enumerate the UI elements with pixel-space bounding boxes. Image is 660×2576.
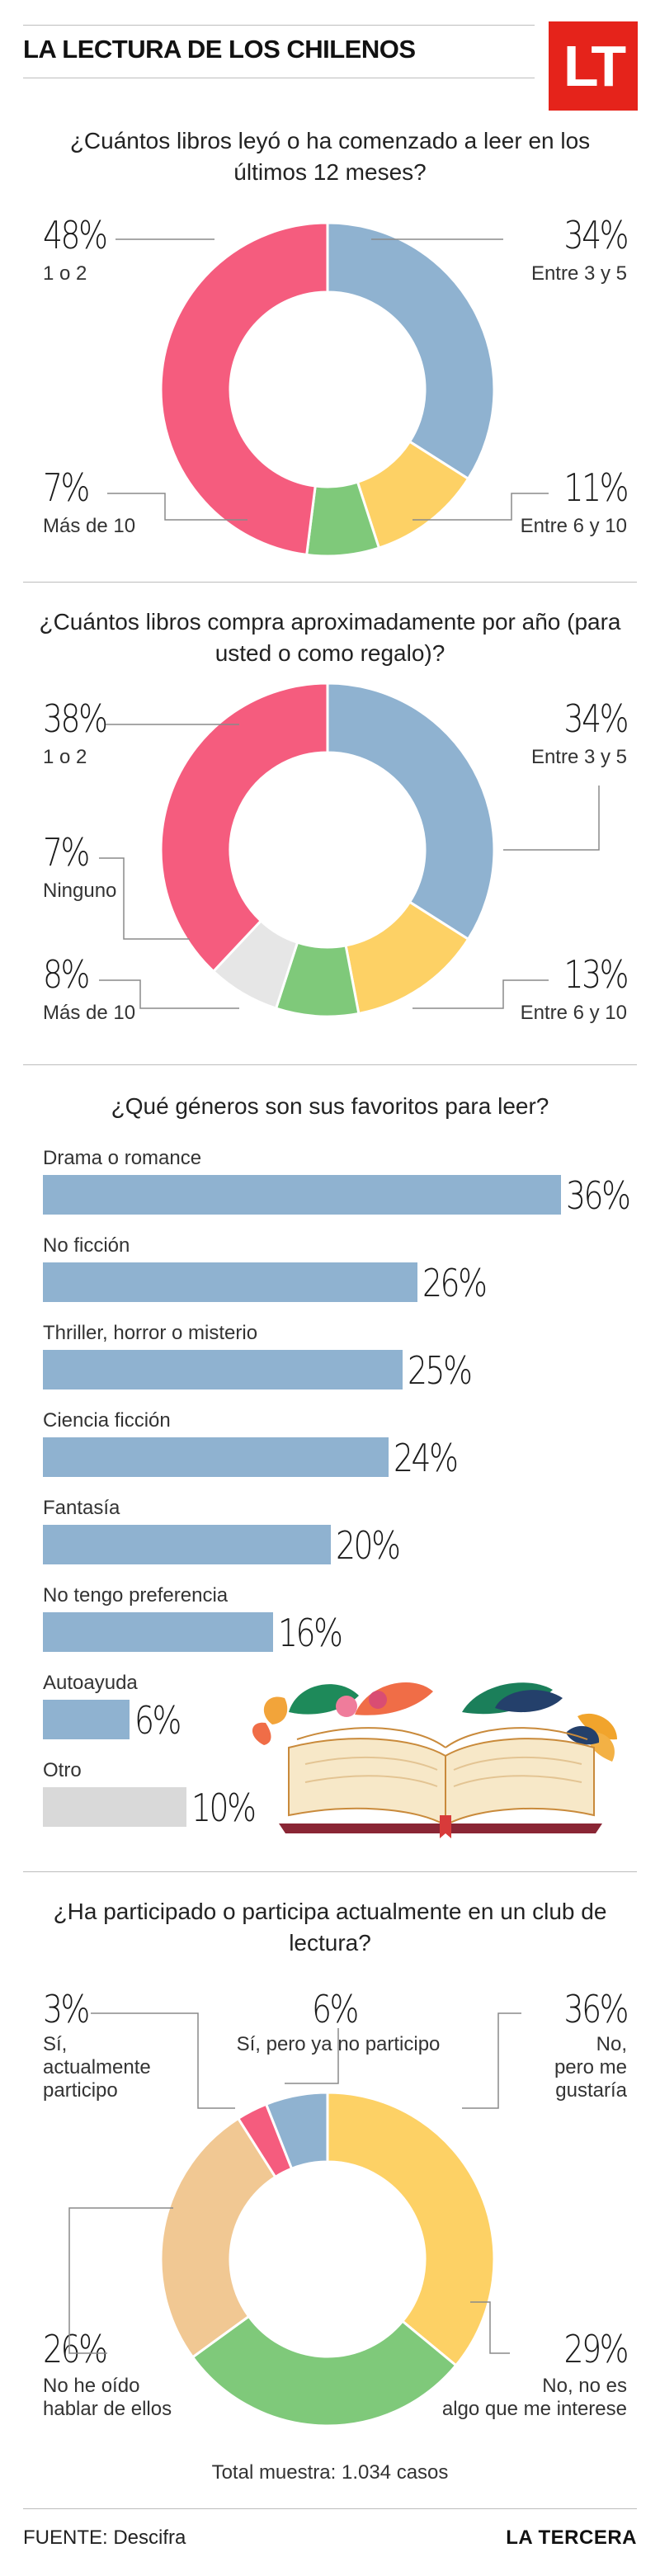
bar-value-label: 16% (278, 1611, 343, 1655)
chart1-label-3a5: Entre 3 y 5 (530, 262, 627, 285)
chart2-label-ninguno: Ninguno (43, 880, 117, 902)
bar-category-label: Fantasía (43, 1497, 120, 1519)
bar-category-label: Autoayuda (43, 1672, 138, 1694)
leader-line (99, 857, 190, 940)
leader-line (470, 2301, 510, 2354)
chart2-pct-6a10: 13% (563, 952, 629, 997)
leader-line (107, 493, 248, 521)
chart1-pct-3a5: 34% (563, 213, 629, 257)
bar-category-label: No tengo preferencia (43, 1584, 229, 1606)
chart2-question: ¿Cuántos libros compra aproximadamente p… (39, 609, 621, 666)
chart2-label-6a10: Entre 6 y 10 (520, 1002, 627, 1024)
bar (43, 1262, 417, 1302)
chart1-pct-1o2: 48% (43, 213, 108, 257)
page-title: LA LECTURA DE LOS CHILENOS (23, 35, 416, 64)
donut-slice-3 (159, 221, 329, 557)
donut-slice-0 (326, 2091, 496, 2367)
chart2-pct-mas10: 8% (43, 952, 90, 997)
chart4-pct-yano: 6% (312, 1987, 359, 2031)
leader-line (68, 2207, 173, 2354)
leader-line (412, 493, 549, 521)
chart1-question: ¿Cuántos libros leyó o ha comenzado a le… (69, 128, 591, 185)
leader-line (503, 786, 600, 851)
bar-value-label: 25% (408, 1348, 473, 1393)
bar-category-label: No ficción (43, 1234, 130, 1257)
bar (43, 1787, 186, 1827)
chart2-pct-3a5: 34% (563, 696, 629, 741)
chart2-label-3a5: Entre 3 y 5 (530, 746, 627, 768)
leader-line (462, 2012, 521, 2109)
chart4-label-actualmente: Sí, actualmente participo (43, 2033, 151, 2102)
section-divider-1 (23, 582, 637, 583)
chart4-pct-actualmente: 3% (43, 1987, 90, 2031)
chart2-label-1o2: 1 o 2 (43, 746, 87, 768)
chart4-label-megustaria: No, pero me gustaría (554, 2033, 627, 2102)
bar-value-label: 6% (134, 1698, 182, 1743)
chart2-pct-ninguno: 7% (43, 830, 90, 875)
chart4-label-nohe: No he oído hablar de ellos (43, 2375, 172, 2420)
bar-value-label: 20% (336, 1523, 401, 1568)
chart1-label-mas10: Más de 10 (43, 515, 136, 537)
source-note: FUENTE: Descifra (23, 2526, 186, 2549)
chart1-label-1o2: 1 o 2 (43, 262, 87, 285)
bar-value-label: 24% (394, 1436, 459, 1480)
donut-slice-4 (159, 682, 329, 974)
leader-line (285, 2028, 339, 2084)
chart1-label-6a10: Entre 6 y 10 (520, 515, 627, 537)
bar (43, 1350, 403, 1389)
leader-line (412, 979, 549, 1009)
bar-category-label: Ciencia ficción (43, 1409, 171, 1432)
la-tercera-logo: LT (549, 21, 638, 111)
donut-chart-books-bought (159, 682, 496, 1018)
bar (43, 1525, 331, 1564)
donut-slice-4 (264, 2091, 329, 2171)
donut-slice-0 (326, 221, 496, 481)
donut-chart-books-read (159, 221, 496, 558)
chart4-label-nointerese: No, no es algo que me interese (441, 2375, 627, 2420)
donut-chart-reading-club (159, 2091, 496, 2427)
bar-category-label: Otro (43, 1759, 82, 1781)
bar-value-label: 26% (422, 1261, 488, 1305)
section-divider-2 (23, 1064, 637, 1065)
chart1-pct-6a10: 11% (563, 465, 629, 510)
leader-line (91, 2012, 235, 2109)
section-divider-3 (23, 1871, 637, 1872)
chart2-label-mas10: Más de 10 (43, 1002, 136, 1024)
chart4-pct-nohe: 26% (43, 2327, 108, 2371)
chart4-pct-nointerese: 29% (563, 2327, 629, 2371)
leader-lines (68, 238, 600, 2354)
footer-brand: LA TERCERA (506, 2526, 637, 2549)
chart4-pct-megustaria: 36% (563, 1987, 629, 2031)
footer-rule (23, 2508, 637, 2509)
chart3-question: ¿Qué géneros son sus favoritos para leer… (111, 1093, 549, 1119)
bar (43, 1437, 389, 1477)
donut-slice-1 (191, 2314, 458, 2427)
donut-slice-0 (326, 682, 496, 941)
bar-category-label: Thriller, horror o misterio (43, 1322, 258, 1344)
bar (43, 1175, 561, 1215)
donut-slice-2 (159, 2116, 277, 2359)
bar (43, 1700, 130, 1739)
bar-value-label: 36% (566, 1173, 631, 1218)
leader-line (99, 979, 239, 1009)
header-rule-top (23, 25, 535, 26)
sample-note: Total muestra: 1.034 casos (211, 2461, 449, 2484)
chart1-pct-mas10: 7% (43, 465, 90, 510)
chart4-question: ¿Ha participado o participa actualmente … (53, 1899, 607, 1956)
chart2-pct-1o2: 38% (43, 696, 108, 741)
open-book-illustration (252, 1682, 617, 1838)
bar-value-label: 10% (191, 1786, 257, 1830)
bar-category-label: Drama o romance (43, 1147, 202, 1169)
bar (43, 1612, 273, 1652)
